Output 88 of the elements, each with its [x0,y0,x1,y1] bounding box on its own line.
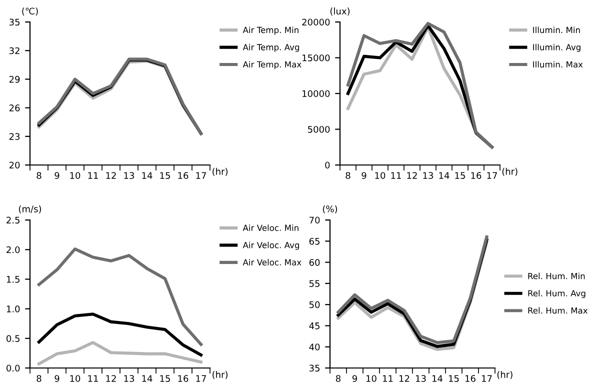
x-tick-label: 13 [416,375,426,382]
y-tick-label: 1.5 [6,276,20,283]
x-axis-title: (hr) [212,370,228,380]
x-tick-label: 17 [482,375,492,382]
legend-label: Illumin. Max [533,61,583,68]
y-tick-label: 2.5 [6,216,20,224]
y-tick-label: 35 [309,364,320,372]
y-tick-label: 10000 [302,90,330,98]
x-tick-label: 16 [178,375,188,382]
y-tick-label: 0.0 [6,364,20,372]
y-tick-label: 2.0 [6,246,20,254]
y-tick-label: 0 [325,162,330,169]
y-tick-label: 70 [310,216,320,224]
y-tick-label: 60 [309,259,320,266]
x-tick-label: 12 [407,172,417,179]
x-tick-label: 17 [487,172,497,179]
y-tick-label: 50 [309,301,320,308]
y-axis-title: (℃) [22,8,38,16]
legend-label: Air Temp. Min [242,26,298,35]
x-tick-label: 10 [375,172,386,179]
y-tick-label: 45 [309,322,320,330]
x-tick-label: 12 [400,375,410,382]
x-tick-label: 16 [466,375,476,382]
x-tick-label: 17 [196,172,206,179]
legend-label: Illumin. Min [533,26,580,34]
y-tick-label: 35 [9,18,20,26]
x-tick-label: 16 [178,172,188,179]
x-tick-label: 11 [383,375,393,382]
x-tick-label: 15 [449,375,459,382]
x-axis-title: (hr) [497,370,512,380]
x-tick-label: 13 [124,375,134,382]
line-series [37,341,203,366]
legend-label: Illumin. Avg [533,44,580,52]
y-tick-label: 26 [9,104,20,112]
x-tick-label: 14 [142,172,152,179]
legend-label: Air Veloc. Avg [242,242,300,250]
y-tick-label: 1.0 [6,306,20,312]
x-tick-label: 8 [336,375,341,382]
y-tick-label: 65 [309,238,320,245]
x-tick-label: 11 [88,375,98,382]
x-axis-title: (hr) [502,168,518,176]
x-tick-label: 14 [439,172,450,179]
x-tick-label: 14 [142,375,152,382]
y-axis-title: (m/s) [18,205,42,214]
legend-label: Rel. Hum. Max [528,307,588,314]
y-tick-label: 15000 [302,54,330,62]
x-tick-label: 14 [432,375,442,382]
legend-label: Air Temp. Max [242,61,302,70]
x-tick-label: 10 [70,375,80,382]
x-tick-label: 17 [196,375,206,382]
x-tick-label: 11 [88,172,98,179]
x-tick-label: 11 [391,172,401,179]
legend-label: Rel. Hum. Avg [528,290,586,298]
x-tick-label: 12 [106,172,116,179]
legend-label: Air Veloc. Min [242,224,298,231]
x-tick-label: 12 [106,375,116,382]
y-tick-label: 32 [9,47,20,54]
x-tick-label: 15 [160,375,170,382]
y-axis-title: (%) [322,205,338,214]
legend-label: Air Temp. Avg [242,44,300,52]
x-tick-label: 8 [346,172,350,179]
line-series [37,247,203,346]
x-tick-label: 9 [54,172,60,179]
x-tick-label: 15 [455,172,465,179]
y-tick-label: 40 [309,344,320,350]
y-tick-label: 29 [9,76,20,83]
x-tick-label: 13 [423,172,434,179]
x-tick-label: 10 [70,172,80,179]
line-series [37,312,203,357]
x-tick-label: 9 [54,375,60,382]
y-tick-label: 55 [309,280,320,287]
x-tick-label: 16 [471,172,482,179]
y-tick-label: 0.5 [6,335,20,342]
x-tick-label: 13 [124,172,134,179]
x-tick-label: 10 [366,375,376,382]
y-tick-label: 23 [9,133,20,140]
x-tick-label: 9 [352,375,357,382]
legend-label: Air Veloc. Max [242,259,302,266]
x-tick-label: 9 [362,172,366,179]
x-axis-title: (hr) [212,168,228,176]
y-tick-label: 5000 [308,126,330,133]
x-tick-label: 8 [36,375,42,382]
y-axis-title: (lux) [330,8,350,16]
legend-label: Rel. Hum. Min [528,272,585,280]
x-tick-label: 8 [36,172,42,179]
y-tick-label: 20000 [302,18,330,26]
y-tick-label: 20 [9,162,20,169]
x-tick-label: 15 [160,172,170,179]
